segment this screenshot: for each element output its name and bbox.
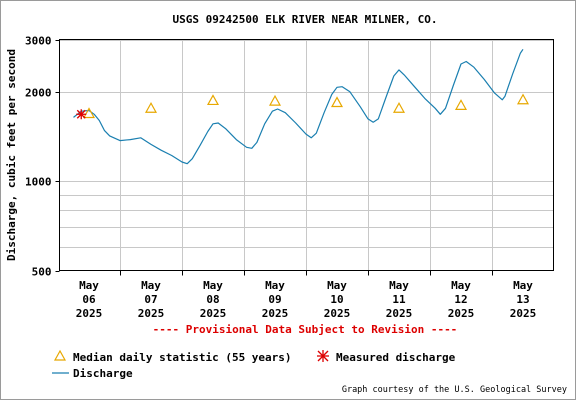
legend-item-measured: Measured discharge: [317, 350, 456, 364]
x-tick-label: May 13 2025: [510, 279, 537, 320]
median-triangle-marker: [268, 94, 282, 106]
x-axis: May 06 2025 May 07 2025 May 08 2025 May 09 2025 May 1…: [76, 270, 537, 320]
median-triangle-marker: [392, 102, 406, 113]
provisional-note: ---- Provisional Data Subject to Revisio…: [153, 323, 458, 336]
x-tick-label: May 11 2025: [386, 279, 413, 320]
y-axis-label: Discharge, cubic feet per second: [5, 49, 18, 261]
chart-title: USGS 09242500 ELK RIVER NEAR MILNER, CO.: [173, 13, 438, 26]
x-tick-label: May 06 2025: [76, 279, 103, 320]
plot-series: [73, 48, 530, 165]
grid: [59, 39, 554, 271]
legend-label-median: Median daily statistic (55 years): [73, 351, 292, 364]
x-tick-label: May 08 2025: [200, 279, 227, 320]
triangle-icon: [53, 349, 67, 361]
y-tick-label: 2000: [25, 87, 52, 100]
y-axis: 500 1000 2000 3000: [25, 35, 60, 279]
legend-item-median: Median daily statistic (55 years): [53, 349, 292, 364]
legend: Median daily statistic (55 years) Measur…: [52, 349, 456, 380]
median-triangle-marker: [144, 102, 158, 113]
y-tick-label: 500: [32, 266, 52, 279]
x-tick-label: May 09 2025: [262, 279, 289, 320]
x-tick-label: May 07 2025: [138, 279, 165, 320]
median-triangle-marker: [454, 99, 468, 110]
x-tick-label: May 12 2025: [448, 279, 475, 320]
legend-label-measured: Measured discharge: [336, 351, 456, 364]
median-triangle-marker: [330, 96, 344, 108]
legend-item-discharge: Discharge: [52, 367, 133, 380]
y-tick-label: 1000: [25, 176, 52, 189]
median-triangle-marker: [82, 107, 96, 119]
credit-text: Graph courtesy of the U.S. Geological Su…: [342, 385, 567, 395]
discharge-line: [73, 48, 524, 165]
median-triangle-marker: [206, 94, 220, 106]
legend-label-discharge: Discharge: [73, 367, 133, 380]
asterisk-icon: [317, 350, 329, 362]
measured-discharge-marker: [76, 109, 87, 120]
y-tick-label: 3000: [25, 35, 52, 48]
x-tick-label: May 10 2025: [324, 279, 351, 320]
median-triangle-marker: [516, 93, 530, 105]
